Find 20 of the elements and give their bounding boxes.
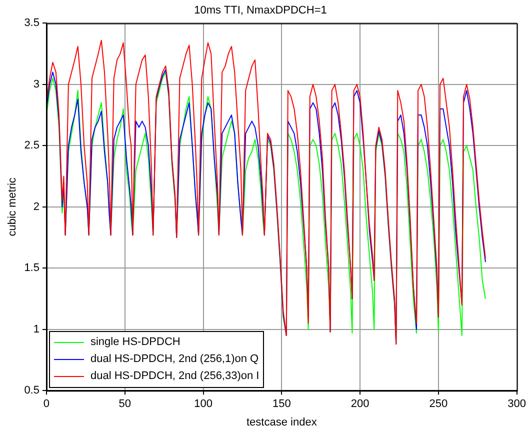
x-tick-label: 0: [43, 398, 50, 410]
x-tick-label: 50: [118, 398, 132, 410]
x-tick-label: 150: [272, 398, 291, 410]
y-tick-label: 2: [33, 200, 40, 213]
legend-label: dual HS-DPDCH, 2nd (256,1)on Q: [90, 353, 259, 366]
y-tick-label: 0.5: [24, 384, 40, 397]
y-tick-label: 3: [33, 78, 40, 90]
y-tick-label: 1: [33, 323, 40, 336]
y-tick-label: 1.5: [24, 262, 40, 274]
x-tick-label: 300: [508, 398, 526, 410]
legend-label: dual HS-DPDCH, 2nd (256,33)on I: [90, 370, 260, 382]
x-tick-label: 200: [350, 398, 370, 410]
x-axis-title: testcase index: [246, 416, 318, 428]
y-tick-label: 2.5: [24, 140, 40, 152]
y-axis-title: cubic metric: [6, 177, 19, 236]
y-tick-label: 3.5: [24, 17, 40, 30]
chart-title: 10ms TTI, NmaxDPDCH=1: [194, 4, 327, 17]
legend-label: single HS-DPDCH: [90, 336, 180, 348]
x-tick-label: 250: [429, 398, 448, 410]
x-tick-label: 100: [194, 398, 212, 410]
